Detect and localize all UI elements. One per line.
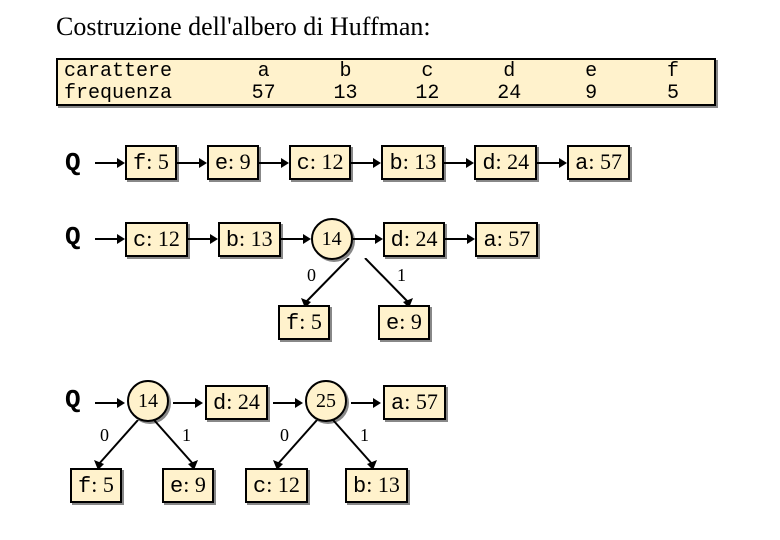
queue-label: Q: [65, 385, 81, 415]
table-cell: 57: [223, 82, 305, 105]
edge-label-left: 0: [100, 425, 109, 446]
leaf-node: c: 12: [245, 468, 308, 503]
arrow-icon: [445, 224, 475, 254]
arrow-icon: [188, 224, 218, 254]
table-cell: 24: [468, 82, 550, 105]
tree-edge-icon: [255, 420, 405, 470]
table-cell: 9: [550, 82, 632, 105]
table-cell: d: [468, 60, 550, 83]
edge-label-left: 0: [307, 265, 316, 286]
queue-label: Q: [65, 148, 81, 178]
edge-label-right: 1: [182, 425, 191, 446]
arrow-icon: [95, 388, 125, 418]
arrow-icon: [281, 224, 311, 254]
leaf-node: f: 5: [70, 468, 122, 503]
arrow-icon: [537, 148, 567, 178]
arrow-icon: [273, 388, 303, 418]
leaf-node: f: 5: [125, 145, 177, 180]
arrow-icon: [351, 388, 381, 418]
leaf-node: c: 12: [125, 222, 188, 257]
table-cell: a: [223, 60, 305, 83]
arrow-icon: [444, 148, 474, 178]
leaf-node: e: 9: [378, 305, 430, 340]
internal-node: 14: [127, 380, 169, 422]
page-title: Costruzione dell'albero di Huffman:: [56, 12, 431, 42]
table-cell: f: [632, 60, 714, 83]
arrow-icon: [177, 148, 207, 178]
table-cell: 12: [387, 82, 469, 105]
arrow-icon: [259, 148, 289, 178]
leaf-node: d: 24: [205, 385, 268, 420]
queue-row-2: c: 12 b: 13 14 d: 24 a: 57: [95, 218, 538, 260]
arrow-icon: [95, 148, 125, 178]
leaf-node: e: 9: [162, 468, 214, 503]
leaf-node: a: 57: [475, 222, 538, 257]
arrow-icon: [353, 224, 383, 254]
table-cell: 5: [632, 82, 714, 105]
leaf-node: b: 13: [218, 222, 281, 257]
table-cell: b: [305, 60, 387, 83]
leaf-node: a: 57: [383, 385, 446, 420]
arrow-icon: [95, 224, 125, 254]
leaf-node: d: 24: [474, 145, 537, 180]
leaf-node: d: 24: [383, 222, 446, 257]
leaf-node: a: 57: [567, 145, 630, 180]
leaf-node: c: 12: [289, 145, 352, 180]
table-cell: c: [387, 60, 469, 83]
leaf-node: b: 13: [381, 145, 444, 180]
table-row-label: frequenza: [58, 82, 223, 105]
queue-label: Q: [65, 222, 81, 252]
edge-label-right: 1: [360, 425, 369, 446]
table-cell: e: [550, 60, 632, 83]
edge-label-right: 1: [397, 265, 406, 286]
queue-row-1: f: 5 e: 9 c: 12 b: 13 d: 24 a: 57: [95, 145, 630, 180]
internal-node: 25: [305, 380, 347, 422]
table-row-label: carattere: [58, 60, 223, 83]
internal-node: 14: [311, 218, 353, 260]
arrow-icon: [351, 148, 381, 178]
frequency-table: carattere a b c d e f frequenza 57 13 12…: [56, 58, 716, 106]
leaf-node: f: 5: [278, 305, 330, 340]
table-cell: 13: [305, 82, 387, 105]
arrow-icon: [173, 388, 203, 418]
leaf-node: e: 9: [207, 145, 259, 180]
leaf-node: b: 13: [345, 468, 408, 503]
edge-label-left: 0: [280, 425, 289, 446]
